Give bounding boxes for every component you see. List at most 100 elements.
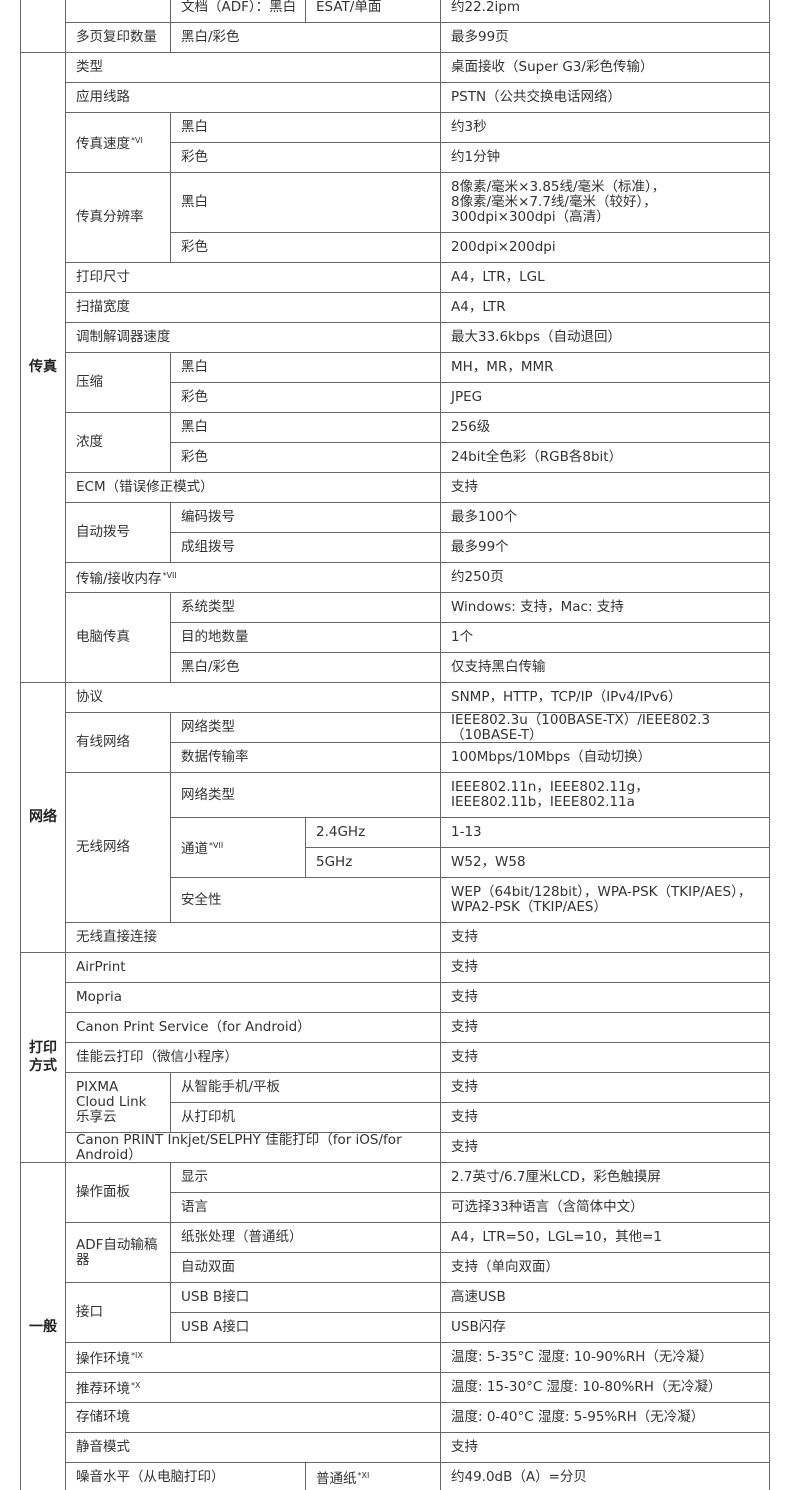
footnote-mark: *VII xyxy=(209,841,224,850)
label-cell: 数据传输率 xyxy=(170,742,441,773)
label-wrap: 佳能云打印（微信小程序） xyxy=(76,1050,238,1065)
value-cell: 200dpi×200dpi xyxy=(440,232,770,263)
footnote-mark: *IX xyxy=(131,1351,143,1360)
label-cell: 系统类型 xyxy=(170,592,441,623)
value-cell: 温度: 15-30°C 湿度: 10-80%RH（无冷凝） xyxy=(440,1372,770,1403)
value-cell: W52，W58 xyxy=(440,847,770,878)
footnote-mark: *X xyxy=(131,1381,141,1390)
label-wrap: 普通纸*XI xyxy=(316,1468,369,1487)
label-cell: 噪音水平（从电脑打印） xyxy=(65,1462,306,1490)
label-wrap: 2.4GHz xyxy=(316,825,365,840)
label-wrap: 黑白 xyxy=(181,420,208,435)
label-wrap: 接口 xyxy=(76,1305,103,1320)
label-wrap: 打印尺寸 xyxy=(76,270,130,285)
label-wrap: 电脑传真 xyxy=(76,630,130,645)
value-cell: 支持 xyxy=(440,1432,770,1463)
label-cell: Canon Print Service（for Android） xyxy=(65,1012,441,1043)
label-wrap: 从智能手机/平板 xyxy=(181,1080,280,1095)
value-text: 200dpi×200dpi xyxy=(451,239,556,255)
label-wrap: 多页复印数量 xyxy=(76,30,157,45)
label-cell: ADF自动输稿器 xyxy=(65,1222,171,1283)
label-cell: 无线网络 xyxy=(65,772,171,923)
value-text: 温度: 0-40°C 湿度: 5-95%RH（无冷凝） xyxy=(451,1409,705,1425)
label-wrap: 推荐环境*X xyxy=(76,1378,140,1397)
label-text: Canon Print Service（for Android） xyxy=(76,1019,311,1035)
label-cell: 黑白 xyxy=(170,352,441,383)
label-text: 黑白/彩色 xyxy=(181,29,240,45)
label-wrap: USB B接口 xyxy=(181,1290,249,1305)
value-cell: 256级 xyxy=(440,412,770,443)
label-text: 电脑传真 xyxy=(76,629,130,645)
value-cell: 1-13 xyxy=(440,817,770,848)
label-text: USB A接口 xyxy=(181,1319,250,1335)
label-cell: 从打印机 xyxy=(170,1102,441,1133)
value-text: 1个 xyxy=(451,629,474,645)
value-text: WEP（64bit/128bit），WPA-PSK（TKIP/AES）， WPA… xyxy=(451,884,752,915)
label-wrap: 自动双面 xyxy=(181,1260,235,1275)
label-text: 普通纸 xyxy=(316,1471,357,1487)
label-cell: 黑白/彩色 xyxy=(170,652,441,683)
label-cell: 目的地数量 xyxy=(170,622,441,653)
label-text: 黑白 xyxy=(181,194,208,210)
label-text: 彩色 xyxy=(181,239,208,255)
label-wrap: 自动拨号 xyxy=(76,525,130,540)
label-cell: 打印尺寸 xyxy=(65,262,441,293)
label-text: 彩色 xyxy=(181,449,208,465)
label-wrap: 显示 xyxy=(181,1170,208,1185)
label-cell: 通道*VII xyxy=(170,817,306,878)
value-text: 支持 xyxy=(451,1049,478,1065)
value-text: 温度: 5-35°C 湿度: 10-90%RH（无冷凝） xyxy=(451,1349,713,1365)
value-text: 支持 xyxy=(451,1019,478,1035)
value-text: SNMP，HTTP，TCP/IP（IPv4/IPv6） xyxy=(451,689,682,705)
value-text: Windows: 支持，Mac: 支持 xyxy=(451,599,624,615)
value-text: 温度: 15-30°C 湿度: 10-80%RH（无冷凝） xyxy=(451,1379,722,1395)
label-text: 显示 xyxy=(181,1169,208,1185)
label-text: 类型 xyxy=(76,59,103,75)
label-wrap: 浓度 xyxy=(76,435,103,450)
value-text: 8像素/毫米×3.85线/毫米（标准）， 8像素/毫米×7.7线/毫米（较好），… xyxy=(451,179,666,225)
label-wrap: 黑白 xyxy=(181,360,208,375)
value-text: A4，LTR xyxy=(451,299,506,315)
label-text: ECM（错误修正模式） xyxy=(76,479,214,495)
label-cell: 操作面板 xyxy=(65,1162,171,1223)
label-text: 打印尺寸 xyxy=(76,269,130,285)
label-wrap: Canon PRINT Inkjet/SELPHY 佳能打印（for iOS/f… xyxy=(76,1132,440,1163)
value-cell: 2.7英寸/6.7厘米LCD，彩色触摸屏 xyxy=(440,1162,770,1193)
label-wrap: 编码拨号 xyxy=(181,510,235,525)
section-label: 网络 xyxy=(29,809,57,825)
value-cell: SNMP，HTTP，TCP/IP（IPv4/IPv6） xyxy=(440,682,770,713)
value-text: IEEE802.3u（100BASE-TX）/IEEE802.3（10BASE-… xyxy=(451,711,711,743)
label-cell: 调制解调器速度 xyxy=(65,322,441,353)
label-text: 黑白 xyxy=(181,119,208,135)
label-cell: 存储环境 xyxy=(65,1402,441,1433)
label-wrap: 彩色 xyxy=(181,240,208,255)
value-cell: 支持（单向双面） xyxy=(440,1252,770,1283)
label-cell: 佳能云打印（微信小程序） xyxy=(65,1042,441,1073)
label-text: 黑白/彩色 xyxy=(181,659,240,675)
label-text: 无线直接连接 xyxy=(76,929,157,945)
value-cell: 约22.2ipm xyxy=(440,0,770,23)
label-cell: 5GHz xyxy=(305,847,441,878)
value-cell: 支持 xyxy=(440,472,770,503)
label-wrap: 无线直接连接 xyxy=(76,930,157,945)
label-cell: 黑白 xyxy=(170,412,441,443)
label-cell: 静音模式 xyxy=(65,1432,441,1463)
label-text: 传真速度 xyxy=(76,136,130,152)
value-cell: 8像素/毫米×3.85线/毫米（标准）， 8像素/毫米×7.7线/毫米（较好），… xyxy=(440,172,770,233)
label-wrap: 静音模式 xyxy=(76,1440,130,1455)
label-wrap: 网络类型 xyxy=(181,787,235,803)
label-cell: 彩色 xyxy=(170,442,441,473)
label-wrap: Canon Print Service（for Android） xyxy=(76,1020,311,1035)
label-cell: 传真分辨率 xyxy=(65,172,171,263)
label-cell: AirPrint xyxy=(65,952,441,983)
label-wrap: 网络类型 xyxy=(181,720,235,735)
value-text: 24bit全色彩（RGB各8bit） xyxy=(451,449,623,465)
value-cell: 支持 xyxy=(440,952,770,983)
label-wrap: 操作环境*IX xyxy=(76,1348,143,1367)
label-wrap: 应用线路 xyxy=(76,90,130,105)
label-wrap: 安全性 xyxy=(181,892,222,908)
label-wrap: 通道*VII xyxy=(181,838,223,857)
label-text: 存储环境 xyxy=(76,1409,130,1425)
label-wrap: 5GHz xyxy=(316,855,352,870)
label-text: 从智能手机/平板 xyxy=(181,1079,281,1095)
